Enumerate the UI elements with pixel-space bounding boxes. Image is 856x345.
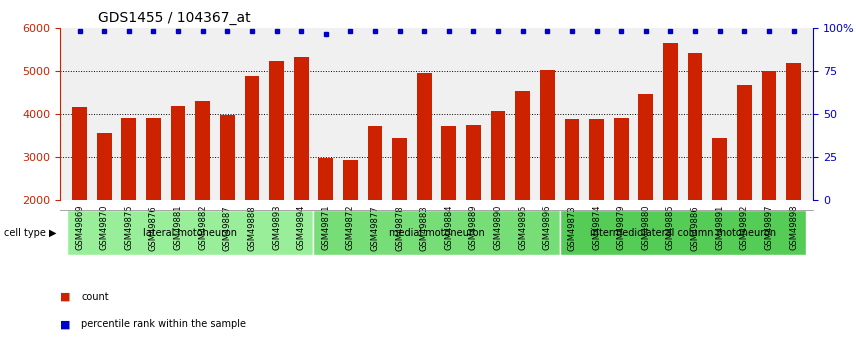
Text: GDS1455 / 104367_at: GDS1455 / 104367_at	[98, 11, 250, 25]
Bar	[515, 91, 530, 200]
Bar	[712, 138, 727, 200]
Bar	[762, 71, 776, 200]
Bar	[417, 73, 431, 200]
Bar	[68, 210, 313, 255]
Bar	[614, 118, 628, 200]
Text: ■: ■	[60, 319, 70, 329]
Bar	[565, 119, 580, 200]
Bar	[245, 76, 259, 200]
Bar	[786, 63, 801, 200]
Text: percentile rank within the sample: percentile rank within the sample	[81, 319, 247, 329]
Bar	[540, 70, 555, 200]
Text: lateral motoneuron: lateral motoneuron	[144, 228, 237, 238]
Text: ■: ■	[60, 292, 70, 302]
Text: cell type ▶: cell type ▶	[4, 228, 56, 238]
Bar	[220, 115, 235, 200]
Bar	[122, 118, 136, 200]
Bar	[442, 126, 456, 200]
Bar	[687, 53, 703, 200]
Bar	[195, 101, 210, 200]
Bar	[589, 119, 604, 200]
Bar	[170, 106, 186, 200]
Bar	[467, 125, 481, 200]
Text: intermediolateral column motoneuron: intermediolateral column motoneuron	[590, 228, 776, 238]
Bar	[639, 95, 653, 200]
Bar	[97, 133, 111, 200]
Bar	[392, 138, 407, 200]
Text: count: count	[81, 292, 109, 302]
Bar	[490, 111, 506, 200]
Bar	[313, 210, 560, 255]
Text: medial motoneuron: medial motoneuron	[389, 228, 484, 238]
Bar	[343, 160, 358, 200]
Bar	[663, 43, 678, 200]
Bar	[318, 158, 333, 200]
Bar	[72, 107, 87, 200]
Bar	[560, 210, 805, 255]
Bar	[737, 85, 752, 200]
Bar	[294, 57, 308, 200]
Bar	[269, 61, 284, 200]
Bar	[146, 118, 161, 200]
Bar	[367, 126, 383, 200]
